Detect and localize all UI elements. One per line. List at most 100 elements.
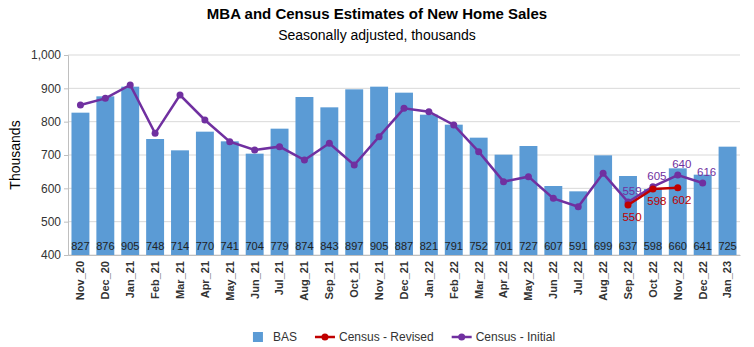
x-tick: Jul_22 <box>572 255 584 295</box>
x-axis: Nov_20Dec_20Jan_21Feb_21Mar_21Apr_21May_… <box>69 255 741 301</box>
data-label: 748 <box>146 240 164 252</box>
data-label: 699 <box>594 240 612 252</box>
x-tick: Jun_22 <box>547 255 559 299</box>
grid-line <box>68 88 740 89</box>
data-label: 897 <box>345 240 363 252</box>
data-label: 905 <box>370 240 388 252</box>
bar <box>320 107 338 255</box>
bar <box>246 154 264 255</box>
marker <box>649 186 656 193</box>
x-tick: Dec_20 <box>99 255 111 300</box>
marker <box>450 122 457 129</box>
x-tick-label: Jan_21 <box>124 261 136 298</box>
chart-svg: MBA and Census Estimates of New Home Sal… <box>0 0 754 347</box>
plot: 8278769057487147707417047798748438979058… <box>31 48 741 300</box>
data-label: 591 <box>569 240 587 252</box>
data-label: 605 <box>647 170 666 182</box>
data-label: 598 <box>644 240 662 252</box>
data-label: 602 <box>672 194 691 206</box>
marker <box>351 162 358 169</box>
bar <box>594 155 612 255</box>
data-label: 550 <box>622 211 641 223</box>
y-tick-label: 700 <box>41 148 61 162</box>
marker <box>699 180 706 187</box>
bar <box>96 96 114 255</box>
legend-item: Census - Initial <box>452 330 555 344</box>
marker <box>525 173 532 180</box>
x-tick: Oct_21 <box>348 255 360 298</box>
bar <box>694 175 712 255</box>
marker <box>177 92 184 99</box>
x-tick: Sep_21 <box>323 255 335 300</box>
x-tick: Aug_22 <box>597 255 609 301</box>
x-tick: Jul_21 <box>273 255 285 295</box>
data-label: 640 <box>672 158 691 170</box>
legend-label: Census - Initial <box>476 330 555 344</box>
data-label: 637 <box>619 240 637 252</box>
y-tick: 600 <box>41 182 68 196</box>
legend-label: BAS <box>273 330 297 344</box>
bar <box>370 87 388 255</box>
y-tick-label: 800 <box>41 115 61 129</box>
bar <box>470 138 488 255</box>
x-tick: Aug_21 <box>298 255 310 301</box>
marker <box>550 195 557 202</box>
x-tick-label: Nov_21 <box>373 261 385 300</box>
data-label: 752 <box>469 240 487 252</box>
x-tick-label: Aug_22 <box>597 261 609 301</box>
x-tick-label: Oct_22 <box>647 261 659 298</box>
legend-marker <box>321 334 328 341</box>
marker <box>301 157 308 164</box>
y-tick: 700 <box>41 148 68 162</box>
marker <box>625 202 632 209</box>
x-tick: Nov_21 <box>373 255 385 300</box>
x-tick: Jan_23 <box>721 255 733 298</box>
marker <box>226 138 233 145</box>
x-tick-label: Jan_23 <box>721 261 733 298</box>
marker <box>401 105 408 112</box>
marker <box>276 143 283 150</box>
x-tick: May_22 <box>522 255 534 301</box>
bar <box>345 89 363 255</box>
x-tick: Nov_22 <box>672 255 684 300</box>
bar <box>171 150 189 255</box>
y-tick: 400 <box>41 248 68 262</box>
data-label: 704 <box>245 240 263 252</box>
data-label: 827 <box>71 240 89 252</box>
marker <box>425 108 432 115</box>
data-label: 905 <box>121 240 139 252</box>
x-tick-label: Nov_22 <box>672 261 684 300</box>
data-labels: 8278769057487147707417047798748438979058… <box>71 158 736 252</box>
x-tick-label: Mar_22 <box>473 261 485 299</box>
y-tick-label: 400 <box>41 248 61 262</box>
y-tick: 900 <box>41 82 68 96</box>
x-tick: Dec_21 <box>398 255 410 300</box>
grid-line <box>68 55 740 56</box>
x-tick-label: May_22 <box>522 261 534 301</box>
data-label: 725 <box>718 240 736 252</box>
x-tick: Jan_22 <box>423 255 435 298</box>
bar <box>445 125 463 255</box>
y-tick-mark <box>64 88 68 89</box>
bar <box>669 168 687 255</box>
bar <box>196 132 214 255</box>
line <box>80 85 702 207</box>
bar <box>420 115 438 255</box>
x-tick-label: Nov_20 <box>74 261 86 300</box>
y-axis-line <box>64 56 69 256</box>
y-tick-mark <box>64 222 68 223</box>
x-tick-label: Aug_21 <box>298 261 310 301</box>
x-tick: Apr_22 <box>497 255 509 298</box>
y-tick-label: 900 <box>41 82 61 96</box>
data-label: 791 <box>445 240 463 252</box>
x-tick-label: Jul_21 <box>273 261 285 295</box>
data-label: 741 <box>221 240 239 252</box>
y-tick-mark <box>64 122 68 123</box>
data-label: 887 <box>395 240 413 252</box>
bar <box>569 191 587 255</box>
x-tick-label: Jan_22 <box>423 261 435 298</box>
marker <box>600 170 607 177</box>
bar <box>295 97 313 255</box>
marker <box>201 117 208 124</box>
bar <box>71 113 89 255</box>
